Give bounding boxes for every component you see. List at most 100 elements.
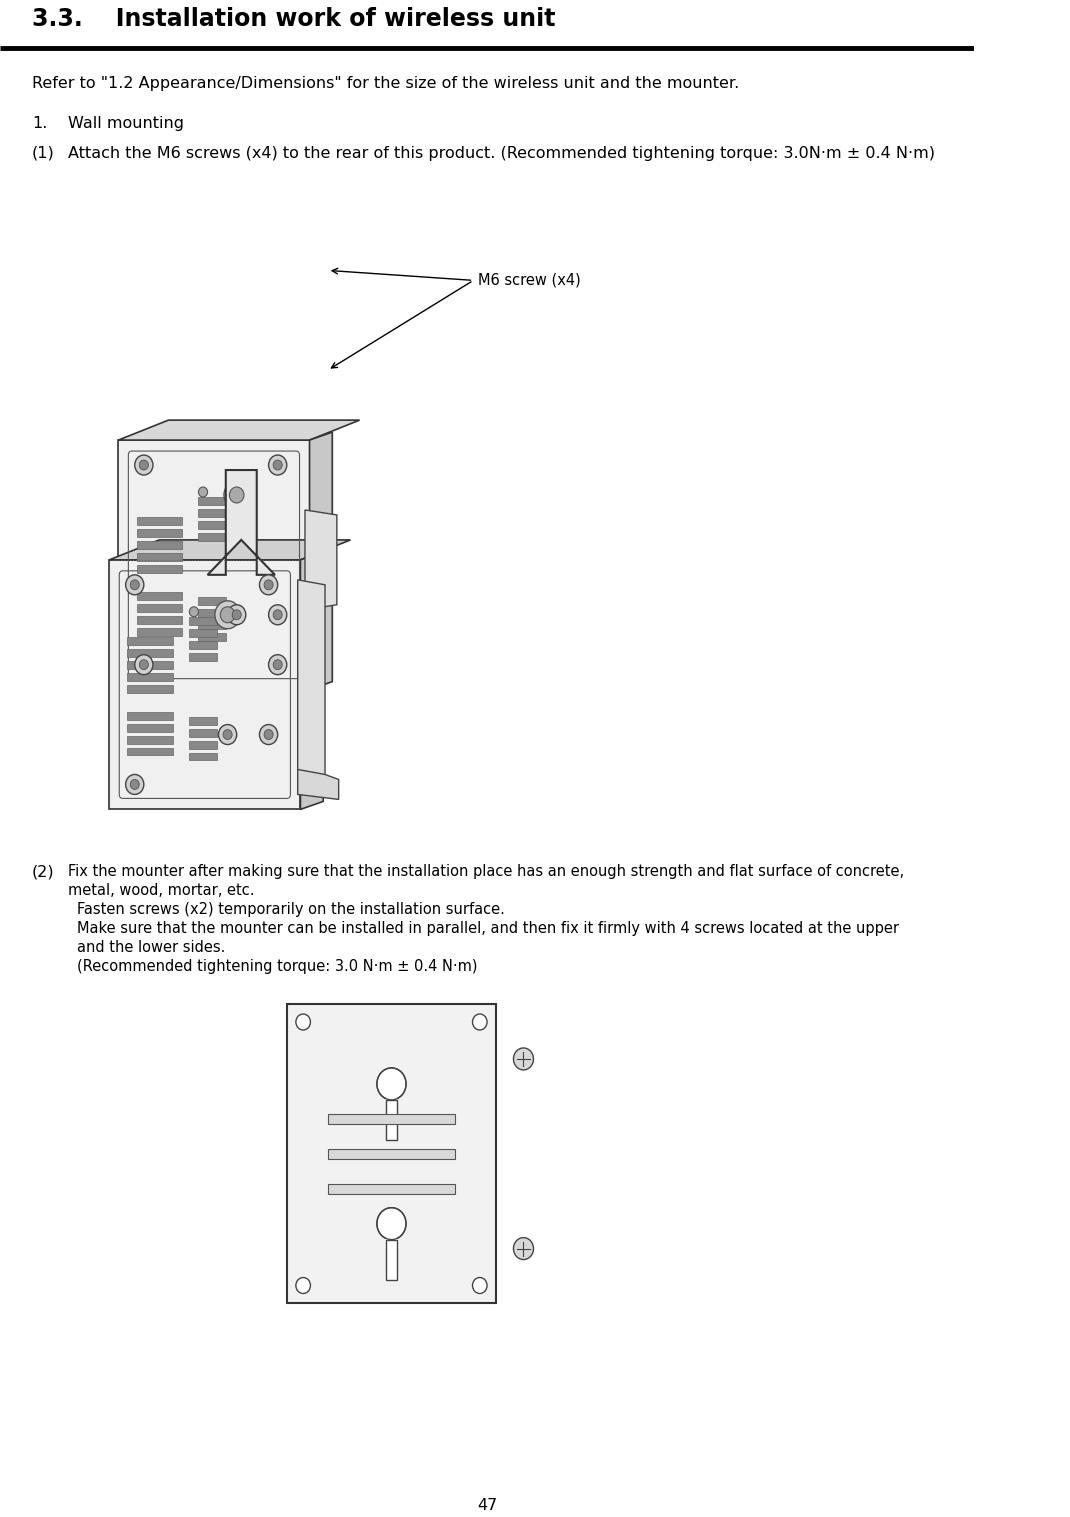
Text: Fasten screws (x2) temporarily on the installation surface.: Fasten screws (x2) temporarily on the in… bbox=[77, 903, 505, 918]
Bar bbox=[127, 649, 173, 657]
Circle shape bbox=[514, 1238, 534, 1259]
Circle shape bbox=[220, 607, 235, 623]
Text: 1.: 1. bbox=[32, 115, 47, 130]
Circle shape bbox=[264, 730, 273, 739]
Bar bbox=[189, 752, 216, 760]
Bar bbox=[189, 617, 216, 625]
Circle shape bbox=[228, 605, 246, 625]
Bar bbox=[137, 592, 182, 599]
Bar bbox=[198, 510, 226, 517]
Bar bbox=[189, 728, 216, 737]
Bar bbox=[198, 520, 226, 529]
Circle shape bbox=[269, 655, 287, 675]
Text: 47: 47 bbox=[477, 1499, 498, 1512]
Circle shape bbox=[125, 775, 143, 795]
Bar bbox=[386, 1224, 397, 1239]
Polygon shape bbox=[119, 420, 360, 440]
Circle shape bbox=[125, 575, 143, 595]
Bar bbox=[198, 620, 226, 628]
Circle shape bbox=[135, 655, 153, 675]
Bar bbox=[137, 628, 182, 636]
Bar bbox=[189, 640, 216, 649]
Circle shape bbox=[218, 725, 236, 745]
Bar bbox=[327, 1113, 455, 1124]
Bar bbox=[386, 1100, 397, 1139]
Bar bbox=[127, 711, 173, 719]
Circle shape bbox=[473, 1013, 487, 1030]
Circle shape bbox=[198, 487, 208, 498]
Circle shape bbox=[296, 1013, 310, 1030]
Circle shape bbox=[229, 487, 244, 504]
Polygon shape bbox=[109, 540, 351, 560]
Bar bbox=[198, 633, 226, 640]
Text: Fix the mounter after making sure that the installation place has an enough stre: Fix the mounter after making sure that t… bbox=[68, 865, 904, 880]
Text: metal, wood, mortar, etc.: metal, wood, mortar, etc. bbox=[68, 883, 255, 898]
Circle shape bbox=[131, 579, 139, 590]
Polygon shape bbox=[301, 552, 323, 810]
Circle shape bbox=[273, 660, 282, 669]
Bar bbox=[327, 1148, 455, 1159]
Bar bbox=[198, 596, 226, 605]
Bar bbox=[189, 740, 216, 748]
Bar bbox=[137, 616, 182, 623]
Bar bbox=[386, 1239, 397, 1279]
Text: (2): (2) bbox=[32, 865, 55, 880]
Circle shape bbox=[215, 601, 241, 628]
Text: M6 screw (x4): M6 screw (x4) bbox=[478, 273, 581, 288]
Bar bbox=[287, 1004, 496, 1303]
Bar bbox=[127, 661, 173, 669]
Circle shape bbox=[377, 1068, 406, 1100]
Bar bbox=[137, 564, 182, 573]
Bar bbox=[137, 542, 182, 549]
Bar bbox=[327, 1183, 455, 1194]
Bar bbox=[127, 748, 173, 755]
Polygon shape bbox=[309, 432, 333, 690]
Polygon shape bbox=[297, 579, 325, 789]
Polygon shape bbox=[208, 470, 275, 575]
Text: (Recommended tightening torque: 3.0 N·m ± 0.4 N·m): (Recommended tightening torque: 3.0 N·m … bbox=[77, 959, 478, 974]
Bar bbox=[198, 532, 226, 542]
Bar bbox=[127, 736, 173, 743]
Bar bbox=[189, 628, 216, 637]
Bar bbox=[137, 552, 182, 561]
Text: Attach the M6 screws (x4) to the rear of this product. (Recommended tightening t: Attach the M6 screws (x4) to the rear of… bbox=[68, 146, 935, 161]
Circle shape bbox=[232, 610, 241, 620]
Circle shape bbox=[296, 1277, 310, 1294]
Circle shape bbox=[259, 725, 278, 745]
Circle shape bbox=[139, 660, 149, 669]
Circle shape bbox=[135, 455, 153, 475]
Circle shape bbox=[264, 579, 273, 590]
Text: and the lower sides.: and the lower sides. bbox=[77, 941, 226, 956]
Bar bbox=[198, 498, 226, 505]
Bar bbox=[127, 684, 173, 693]
Bar bbox=[127, 672, 173, 681]
Bar bbox=[137, 604, 182, 611]
Circle shape bbox=[514, 1048, 534, 1069]
Text: 3.3.    Installation work of wireless unit: 3.3. Installation work of wireless unit bbox=[32, 8, 555, 30]
Polygon shape bbox=[305, 510, 337, 610]
Bar bbox=[386, 1083, 397, 1100]
Circle shape bbox=[273, 610, 282, 620]
Bar bbox=[189, 652, 216, 661]
Bar bbox=[127, 637, 173, 645]
Bar bbox=[198, 608, 226, 617]
Circle shape bbox=[377, 1208, 406, 1239]
Text: Make sure that the mounter can be installed in parallel, and then fix it firmly : Make sure that the mounter can be instal… bbox=[77, 921, 900, 936]
Bar bbox=[137, 517, 182, 525]
Text: Wall mounting: Wall mounting bbox=[68, 115, 184, 130]
Polygon shape bbox=[297, 769, 339, 799]
Circle shape bbox=[224, 481, 249, 510]
Circle shape bbox=[273, 460, 282, 470]
Bar bbox=[189, 716, 216, 725]
Bar bbox=[127, 724, 173, 731]
Circle shape bbox=[269, 605, 287, 625]
Circle shape bbox=[259, 575, 278, 595]
Text: Refer to "1.2 Appearance/Dimensions" for the size of the wireless unit and the m: Refer to "1.2 Appearance/Dimensions" for… bbox=[32, 76, 739, 91]
Text: (1): (1) bbox=[32, 146, 55, 161]
Polygon shape bbox=[119, 440, 309, 690]
Circle shape bbox=[131, 780, 139, 789]
Circle shape bbox=[189, 607, 198, 617]
Circle shape bbox=[139, 460, 149, 470]
Circle shape bbox=[269, 455, 287, 475]
Bar bbox=[137, 529, 182, 537]
